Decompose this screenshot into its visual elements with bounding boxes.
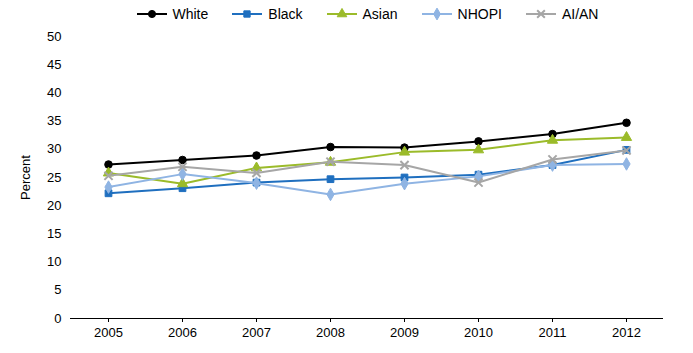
svg-text:2012: 2012 — [612, 325, 641, 340]
svg-text:20: 20 — [47, 198, 61, 213]
svg-text:50: 50 — [47, 29, 61, 44]
svg-text:15: 15 — [47, 226, 61, 241]
svg-text:25: 25 — [47, 170, 61, 185]
svg-text:2009: 2009 — [390, 325, 419, 340]
html-text:Black: Black — [268, 6, 303, 22]
svg-text:2006: 2006 — [168, 325, 197, 340]
svg-text:2005: 2005 — [94, 325, 123, 340]
html-text:NHOPI: NHOPI — [457, 6, 502, 22]
svg-text:0: 0 — [54, 311, 61, 326]
svg-text:5: 5 — [54, 282, 61, 297]
html-text:AI/AN: AI/AN — [561, 6, 599, 22]
html-text:Asian: Asian — [362, 6, 398, 22]
svg-text:45: 45 — [47, 57, 61, 72]
svg-text:2007: 2007 — [242, 325, 271, 340]
svg-text:2011: 2011 — [539, 325, 567, 340]
svg-text:40: 40 — [47, 85, 61, 100]
svg-text:Percent: Percent — [18, 155, 33, 200]
svg-text:2010: 2010 — [464, 325, 493, 340]
svg-text:30: 30 — [47, 141, 61, 156]
svg-text:10: 10 — [47, 254, 61, 269]
svg-text:2008: 2008 — [316, 325, 345, 340]
html-text:White: White — [172, 6, 209, 22]
svg-text:35: 35 — [47, 113, 61, 128]
